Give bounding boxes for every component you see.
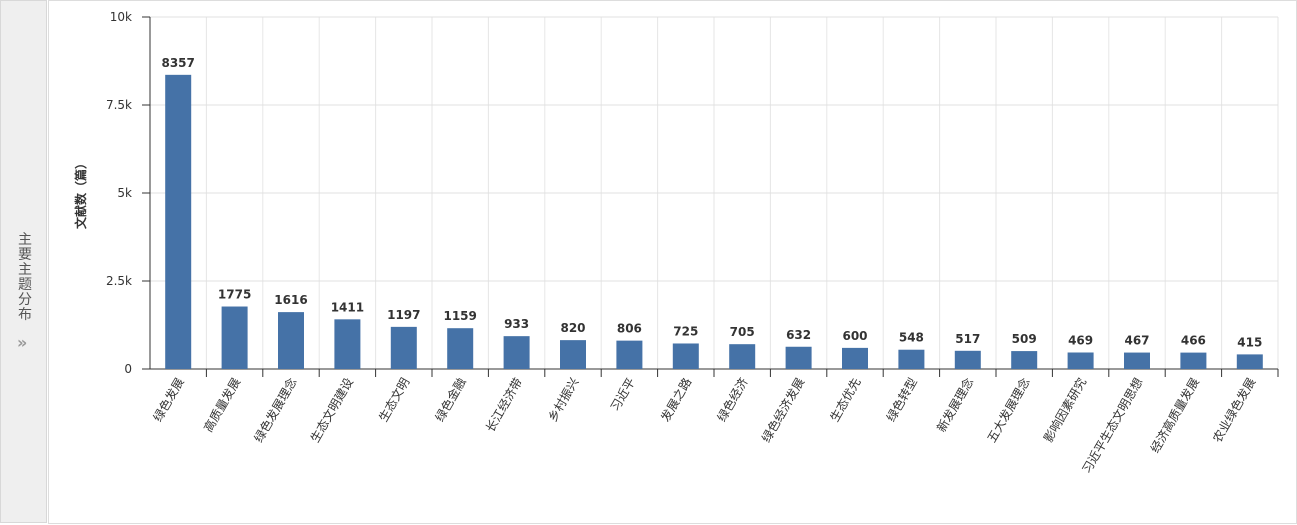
x-tick-label: 新发展理念 [933, 375, 976, 434]
x-tick-label: 发展之路 [657, 375, 694, 424]
x-tick-label: 生态文明建设 [307, 375, 356, 445]
bar [1124, 352, 1150, 369]
x-tick-label: 生态文明 [375, 375, 412, 424]
bar [165, 74, 192, 369]
bar [447, 328, 474, 369]
data-label: 1159 [443, 309, 476, 323]
y-tick-label: 5k [117, 186, 132, 200]
bar [672, 343, 699, 369]
y-tick-label: 0 [124, 362, 132, 376]
data-label: 1411 [331, 300, 364, 314]
y-tick-label: 2.5k [106, 274, 132, 288]
bar [1011, 351, 1038, 369]
x-tick-label: 绿色转型 [883, 375, 920, 424]
data-label: 806 [617, 322, 642, 336]
x-tick-label: 绿色发展理念 [251, 375, 300, 445]
data-label: 933 [504, 317, 529, 331]
data-label: 415 [1237, 335, 1262, 349]
data-label: 467 [1124, 334, 1149, 348]
data-label: 725 [673, 324, 698, 338]
data-label: 1775 [218, 288, 251, 302]
x-tick-label: 生态优先 [827, 376, 863, 425]
bar [785, 346, 812, 369]
x-tick-label: 长江经济带 [482, 375, 525, 434]
data-label: 8357 [161, 56, 194, 70]
bar [729, 344, 756, 369]
data-label: 632 [786, 328, 811, 342]
data-label: 1197 [387, 308, 420, 322]
data-label: 509 [1012, 332, 1037, 346]
bar [1067, 352, 1094, 369]
bar [278, 312, 304, 369]
bar [334, 319, 361, 369]
x-tick-label: 高质量发展 [200, 375, 243, 434]
y-axis-label: 文献数（篇） [73, 157, 88, 229]
data-label: 469 [1068, 333, 1093, 347]
sidebar-label: 主要主题分布 [18, 232, 32, 323]
data-label: 820 [560, 321, 585, 335]
data-label: 705 [730, 325, 755, 339]
bar [1236, 354, 1263, 369]
data-label: 517 [955, 332, 980, 346]
data-label: 1616 [274, 293, 307, 307]
bar [221, 306, 248, 369]
x-tick-label: 习近平生态文明思想 [1079, 375, 1146, 476]
bar [560, 340, 586, 369]
bar [503, 336, 530, 369]
sidebar-toggle[interactable]: 主要主题分布 » [0, 0, 47, 523]
x-tick-label: 影响因素研究 [1040, 375, 1089, 445]
y-tick-label: 10k [110, 10, 132, 24]
x-tick-label: 绿色金融 [432, 375, 469, 424]
x-tick-label: 绿色发展 [150, 375, 187, 424]
x-tick-label: 乡村振兴 [545, 376, 581, 425]
x-tick-label: 习近平 [608, 376, 638, 414]
x-tick-label: 五大发展理念 [984, 375, 1033, 445]
bar [954, 350, 981, 369]
x-tick-label: 经济高质量发展 [1147, 375, 1202, 455]
bar [1180, 352, 1207, 369]
data-label: 466 [1181, 334, 1206, 348]
bar [842, 347, 868, 369]
data-label: 600 [842, 329, 867, 343]
x-tick-label: 绿色经济 [714, 375, 751, 424]
bar [390, 326, 417, 369]
bar [616, 340, 643, 369]
expand-icon[interactable]: » [17, 333, 28, 352]
x-tick-label: 农业绿色发展 [1209, 375, 1258, 445]
x-tick-label: 绿色经济发展 [758, 375, 807, 445]
bar [898, 349, 925, 369]
y-tick-label: 7.5k [106, 98, 132, 112]
data-label: 548 [899, 331, 924, 345]
